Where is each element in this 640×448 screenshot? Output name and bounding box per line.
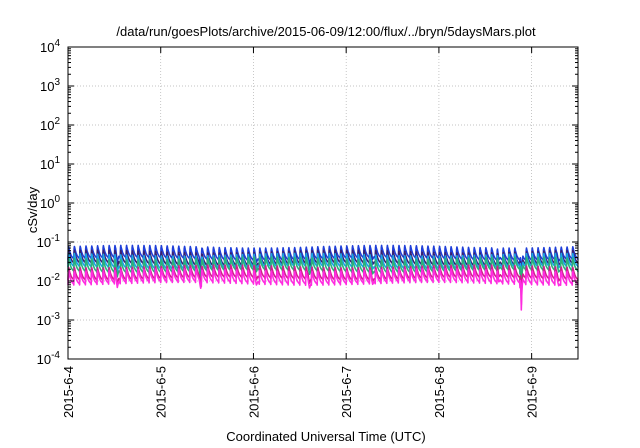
series-line <box>67 268 579 311</box>
y-tick-label: 104 <box>40 38 60 55</box>
y-tick-label: 10-3 <box>37 311 61 328</box>
y-tick-label: 10-2 <box>37 272 61 289</box>
x-tick-label: 2015-6-4 <box>61 366 76 418</box>
y-tick-labels: 10-4 10-3 10-2 10-1 100 101 102 103 104 <box>37 38 61 367</box>
x-tick-label: 2015-6-5 <box>154 366 169 418</box>
x-tick-label: 2015-6-7 <box>339 366 354 418</box>
chart-title: /data/run/goesPlots/archive/2015-06-09/1… <box>116 24 536 39</box>
grid <box>68 47 578 359</box>
y-tick-label: 100 <box>40 194 60 211</box>
y-axis-label: cSv/day <box>25 186 40 233</box>
x-tick-label: 2015-6-6 <box>246 366 261 418</box>
x-tick-label: 2015-6-8 <box>432 366 447 418</box>
series-group <box>67 244 579 311</box>
y-tick-label: 10-4 <box>37 350 61 367</box>
y-tick-label: 101 <box>40 155 60 172</box>
y-tick-label: 10-1 <box>37 233 61 250</box>
x-tick-label: 2015-6-9 <box>525 366 540 418</box>
y-tick-label: 103 <box>40 77 60 94</box>
x-axis-label: Coordinated Universal Time (UTC) <box>226 429 425 444</box>
x-tick-labels: 2015-6-4 2015-6-5 2015-6-6 2015-6-7 2015-6-8… <box>61 366 540 418</box>
y-tick-label: 102 <box>40 116 60 133</box>
tick-marks <box>67 46 578 360</box>
